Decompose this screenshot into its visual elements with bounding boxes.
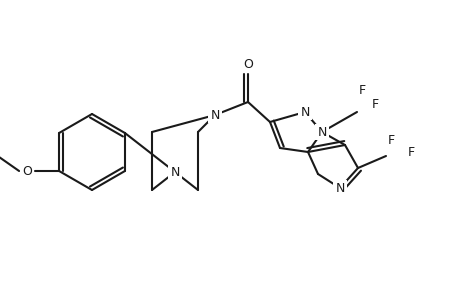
Text: O: O	[22, 164, 32, 178]
Text: N: N	[335, 182, 344, 194]
Text: N: N	[300, 106, 309, 118]
Text: N: N	[210, 109, 219, 122]
Text: O: O	[242, 58, 252, 70]
Text: F: F	[370, 98, 378, 110]
Text: N: N	[317, 125, 326, 139]
Text: F: F	[407, 146, 414, 158]
Text: N: N	[170, 166, 179, 178]
Text: F: F	[386, 134, 394, 146]
Text: F: F	[358, 83, 365, 97]
